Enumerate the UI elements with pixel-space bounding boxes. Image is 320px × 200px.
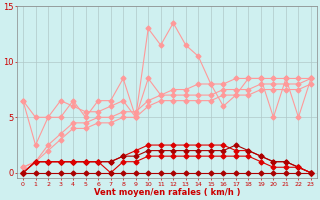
X-axis label: Vent moyen/en rafales ( km/h ): Vent moyen/en rafales ( km/h ): [94, 188, 240, 197]
